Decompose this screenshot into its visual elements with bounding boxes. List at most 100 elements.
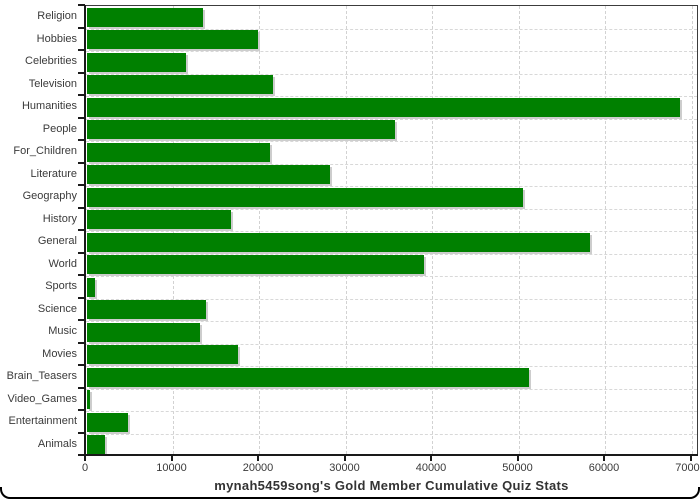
y-axis-tick	[78, 229, 85, 231]
vertical-gridline	[605, 6, 606, 454]
vertical-gridline	[518, 6, 520, 454]
x-axis-tick	[689, 456, 692, 461]
x-axis-tick	[603, 456, 605, 461]
bar-geography	[87, 187, 523, 207]
y-tick-label: Hobbies	[36, 32, 77, 45]
y-tick-label: For_Children	[13, 145, 77, 157]
x-axis-tick	[84, 456, 86, 461]
bar-television	[87, 75, 273, 95]
bar-brain_teasers	[87, 367, 529, 387]
bar-animals	[87, 435, 106, 455]
x-tick-label: 10000	[156, 462, 187, 474]
x-axis-tick	[343, 456, 346, 461]
horizontal-gridline	[86, 51, 697, 52]
y-axis-tick	[78, 161, 85, 164]
bar-people	[87, 120, 395, 140]
vertical-gridline	[345, 6, 347, 454]
vertical-gridline	[172, 6, 174, 454]
horizontal-gridline	[86, 163, 697, 165]
x-tick-label: 50000	[502, 462, 533, 474]
y-axis-tick	[78, 454, 85, 456]
x-axis-tick	[516, 456, 519, 461]
y-axis-tick	[78, 26, 85, 29]
horizontal-gridline	[86, 411, 697, 412]
x-tick-label: 20000	[242, 462, 274, 474]
bar-movies	[87, 345, 239, 365]
y-tick-label: People	[42, 122, 77, 135]
y-axis-tick	[78, 296, 85, 299]
plot-area	[85, 5, 698, 455]
y-tick-label: Music	[48, 325, 77, 337]
x-tick-label: 70000	[675, 462, 700, 474]
y-axis-tick	[78, 71, 85, 74]
x-axis-line	[84, 454, 698, 456]
y-axis-tick	[78, 4, 85, 6]
bar-celebrities	[87, 52, 186, 72]
y-axis-tick	[78, 251, 85, 254]
bar-video_games	[87, 390, 90, 410]
bar-general	[87, 232, 591, 252]
horizontal-gridline	[86, 96, 697, 97]
horizontal-gridline	[86, 276, 697, 277]
horizontal-gridline	[86, 433, 697, 435]
y-tick-label: Video_Games	[7, 392, 77, 405]
horizontal-gridline	[86, 141, 697, 142]
y-axis-tick	[78, 274, 85, 276]
vertical-gridline	[691, 6, 693, 454]
y-axis-tick	[78, 431, 85, 434]
y-tick-label: Television	[28, 77, 77, 90]
x-tick-label: 40000	[415, 462, 447, 474]
y-axis-tick	[78, 341, 85, 344]
vertical-gridline	[432, 6, 433, 454]
vertical-gridline	[259, 6, 260, 454]
y-tick-label: General	[37, 235, 77, 247]
y-tick-label: Humanities	[21, 100, 77, 112]
y-tick-label: Animals	[37, 437, 77, 450]
x-axis-tick	[257, 456, 259, 461]
bar-humanities	[87, 97, 680, 117]
y-tick-label: Literature	[30, 167, 77, 180]
bar-for_children	[87, 142, 271, 162]
y-tick-label: Movies	[42, 347, 77, 360]
y-axis-tick	[78, 49, 85, 51]
horizontal-gridline	[86, 73, 697, 75]
horizontal-gridline	[86, 208, 697, 210]
y-axis-tick	[78, 364, 85, 366]
y-tick-label: Religion	[37, 10, 77, 22]
bar-history	[87, 210, 231, 230]
bar-science	[87, 300, 207, 320]
bar-sports	[87, 277, 95, 297]
horizontal-gridline	[86, 231, 697, 232]
chart-title: mynah5459song's Gold Member Cumulative Q…	[214, 478, 569, 493]
bar-music	[87, 322, 201, 342]
horizontal-gridline	[86, 118, 697, 120]
y-axis-tick	[78, 184, 85, 186]
bar-religion	[87, 7, 203, 27]
x-tick-label: 60000	[588, 462, 620, 474]
bar-world	[87, 255, 425, 275]
y-axis-line	[84, 5, 86, 456]
y-tick-label: Brain_Teasers	[6, 370, 77, 382]
y-axis-tick	[78, 139, 85, 141]
y-axis-tick	[78, 94, 85, 96]
bar-hobbies	[87, 30, 259, 50]
horizontal-gridline	[86, 28, 697, 30]
x-axis-tick	[430, 456, 432, 461]
horizontal-gridline	[86, 388, 697, 390]
horizontal-gridline	[86, 298, 697, 300]
x-axis-tick	[170, 456, 173, 461]
y-tick-label: History	[42, 212, 77, 225]
bar-literature	[87, 165, 331, 185]
y-tick-label: Celebrities	[25, 55, 77, 67]
y-axis-tick	[78, 409, 85, 411]
x-tick-label: 30000	[329, 462, 360, 474]
x-tick-label: 0	[81, 462, 89, 474]
y-axis-tick	[78, 116, 85, 119]
y-tick-label: Science	[37, 302, 77, 315]
horizontal-gridline	[86, 186, 697, 187]
horizontal-gridline	[86, 321, 697, 322]
y-axis-tick	[78, 206, 85, 209]
y-tick-label: Sports	[45, 280, 77, 292]
window-bottom-border	[0, 487, 700, 499]
